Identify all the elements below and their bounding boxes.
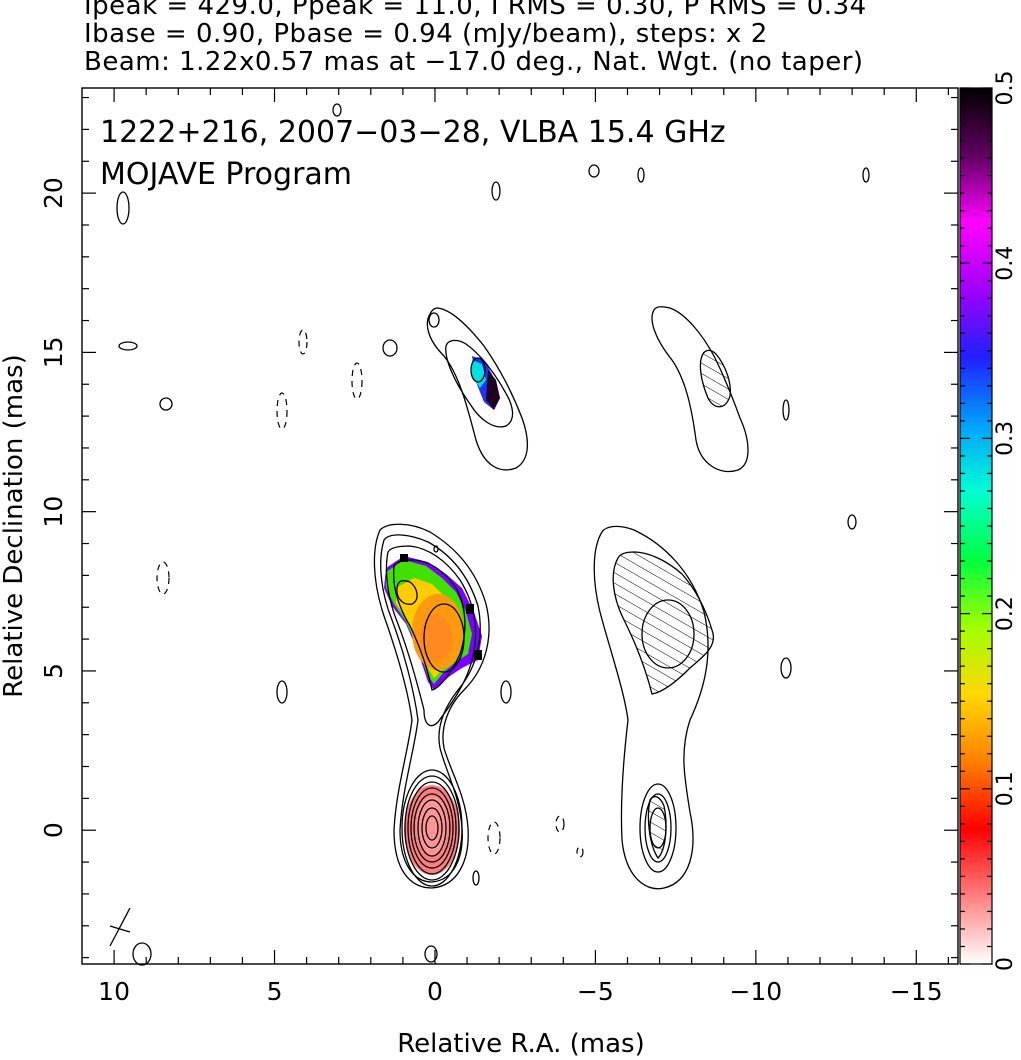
pol-pixel-2: [466, 604, 474, 614]
x-tick-label: 10: [98, 977, 130, 1006]
pol-inner-contour: [641, 599, 695, 669]
pol-pixel-3: [474, 650, 482, 660]
small-contour-h: [588, 164, 600, 178]
chart-title: 1222+216, 2007−03−28, VLBA 15.4 GHz: [100, 115, 726, 150]
axis-ticks: [82, 88, 958, 964]
pol-core-contour-2: [644, 793, 672, 863]
core-contour-6: [417, 799, 447, 857]
polarized-intensity-panel: [593, 306, 749, 890]
small-contour-q: [132, 942, 152, 966]
upper-knot-contour-2: [445, 339, 514, 428]
colorbar-tick-label: 0.4: [993, 246, 1018, 281]
colorbar-tick-label: 0.1: [993, 771, 1018, 806]
x-axis-label: Relative R.A. (mas): [397, 1029, 644, 1059]
colorbar-tick-label: 0.3: [993, 421, 1018, 456]
neg-contour-c: [276, 392, 288, 430]
x-tick-labels: 10 5 0 −5 −10 −15: [98, 977, 942, 1006]
core-contour-5: [413, 793, 451, 863]
small-contour-p: [472, 870, 480, 886]
contour-main-3: [385, 545, 477, 727]
contour-knot-inner: [423, 603, 465, 673]
small-contour-r: [424, 945, 438, 963]
neg-contour-e: [487, 821, 501, 855]
core-contour-3: [407, 781, 457, 875]
colorbar-tick-labels: 0 0.1 0.2 0.3 0.4 0.5: [993, 71, 1018, 972]
contour-knot-small: [396, 580, 418, 605]
pol-hatched-region: [612, 551, 715, 695]
y-tick-label: 10: [39, 496, 68, 528]
core-contour-7: [421, 807, 443, 849]
y-tick-label: 5: [39, 663, 68, 679]
total-intensity-contours: [116, 103, 870, 966]
colorbar: [959, 87, 993, 965]
small-contour-o: [782, 399, 790, 421]
small-contour-g: [491, 181, 501, 201]
y-tick-label: 20: [39, 177, 68, 209]
small-contour-l: [500, 680, 512, 704]
upper-knot-contour-3: [470, 357, 486, 383]
small-contour-n: [847, 514, 857, 530]
negative-contours: [156, 329, 584, 858]
small-contour-s: [433, 545, 439, 553]
colorbar-tick-label: 0.2: [993, 596, 1018, 631]
header: Ipeak = 429.0, Ppeak = 11.0, I RMS = 0.3…: [84, 0, 984, 76]
small-contour-c: [332, 103, 342, 117]
small-contour-j: [862, 167, 870, 183]
header-line-2: Ibase = 0.90, Pbase = 0.94 (mJy/beam), s…: [84, 19, 768, 49]
small-contour-a: [428, 312, 440, 328]
x-tick-label: 0: [427, 977, 443, 1006]
y-axis-label: Relative Declination (mas): [0, 354, 29, 697]
neg-contour-a: [298, 329, 308, 355]
y-tick-label: 0: [39, 822, 68, 838]
contour-main-4: [392, 559, 466, 691]
small-contour-m: [780, 657, 792, 679]
small-contour-i: [637, 167, 645, 183]
neg-contour-g: [576, 846, 584, 858]
fractional-polarization-map: [384, 356, 500, 875]
core-pol-inner: [416, 796, 448, 856]
upper-knot-pol-dark: [486, 370, 500, 410]
y-tick-label: 15: [39, 336, 68, 368]
core-contour-1: [401, 769, 463, 887]
pol-pixel-1: [400, 554, 408, 562]
colorbar-tick-label: 0.5: [993, 71, 1018, 106]
header-line-3: Beam: 1.22x0.57 mas at −17.0 deg., Nat. …: [84, 47, 864, 77]
y-tick-labels: 0 5 10 15 20: [39, 177, 68, 838]
pol-outer-contour: [593, 525, 709, 890]
outer-contour-main: [373, 523, 490, 889]
header-line-1: Ipeak = 429.0, Ppeak = 11.0, I RMS = 0.3…: [84, 0, 867, 21]
pol-core-contour-1: [639, 783, 677, 873]
neg-contour-d: [156, 561, 170, 595]
jet-knot-pol-orange-inner: [420, 614, 452, 662]
small-contour-k: [276, 680, 288, 704]
chart-subtitle: MOJAVE Program: [100, 157, 352, 192]
small-contour-f: [159, 397, 173, 411]
x-tick-label: −15: [890, 977, 943, 1006]
x-tick-label: −10: [729, 977, 782, 1006]
small-contour-d: [116, 191, 130, 225]
pol-upper-hatched: [699, 349, 732, 408]
core-contour-8: [425, 815, 439, 841]
plot-frame: [81, 87, 959, 965]
core-contour-4: [410, 787, 454, 869]
small-contour-b: [382, 339, 398, 357]
colorbar-ticks: [960, 87, 992, 965]
small-contour-e: [118, 341, 138, 351]
beam-marker: [109, 907, 131, 947]
core-contour-2: [404, 775, 460, 881]
x-tick-label: 5: [267, 977, 283, 1006]
upper-knot-contour-1: [426, 307, 528, 471]
x-tick-label: −5: [577, 977, 614, 1006]
neg-contour-b: [351, 362, 363, 400]
colorbar-tick-label: 0: [993, 957, 1018, 971]
pol-core-hatched: [647, 795, 667, 860]
pol-upper-outer: [651, 306, 749, 473]
neg-contour-f: [555, 815, 565, 833]
